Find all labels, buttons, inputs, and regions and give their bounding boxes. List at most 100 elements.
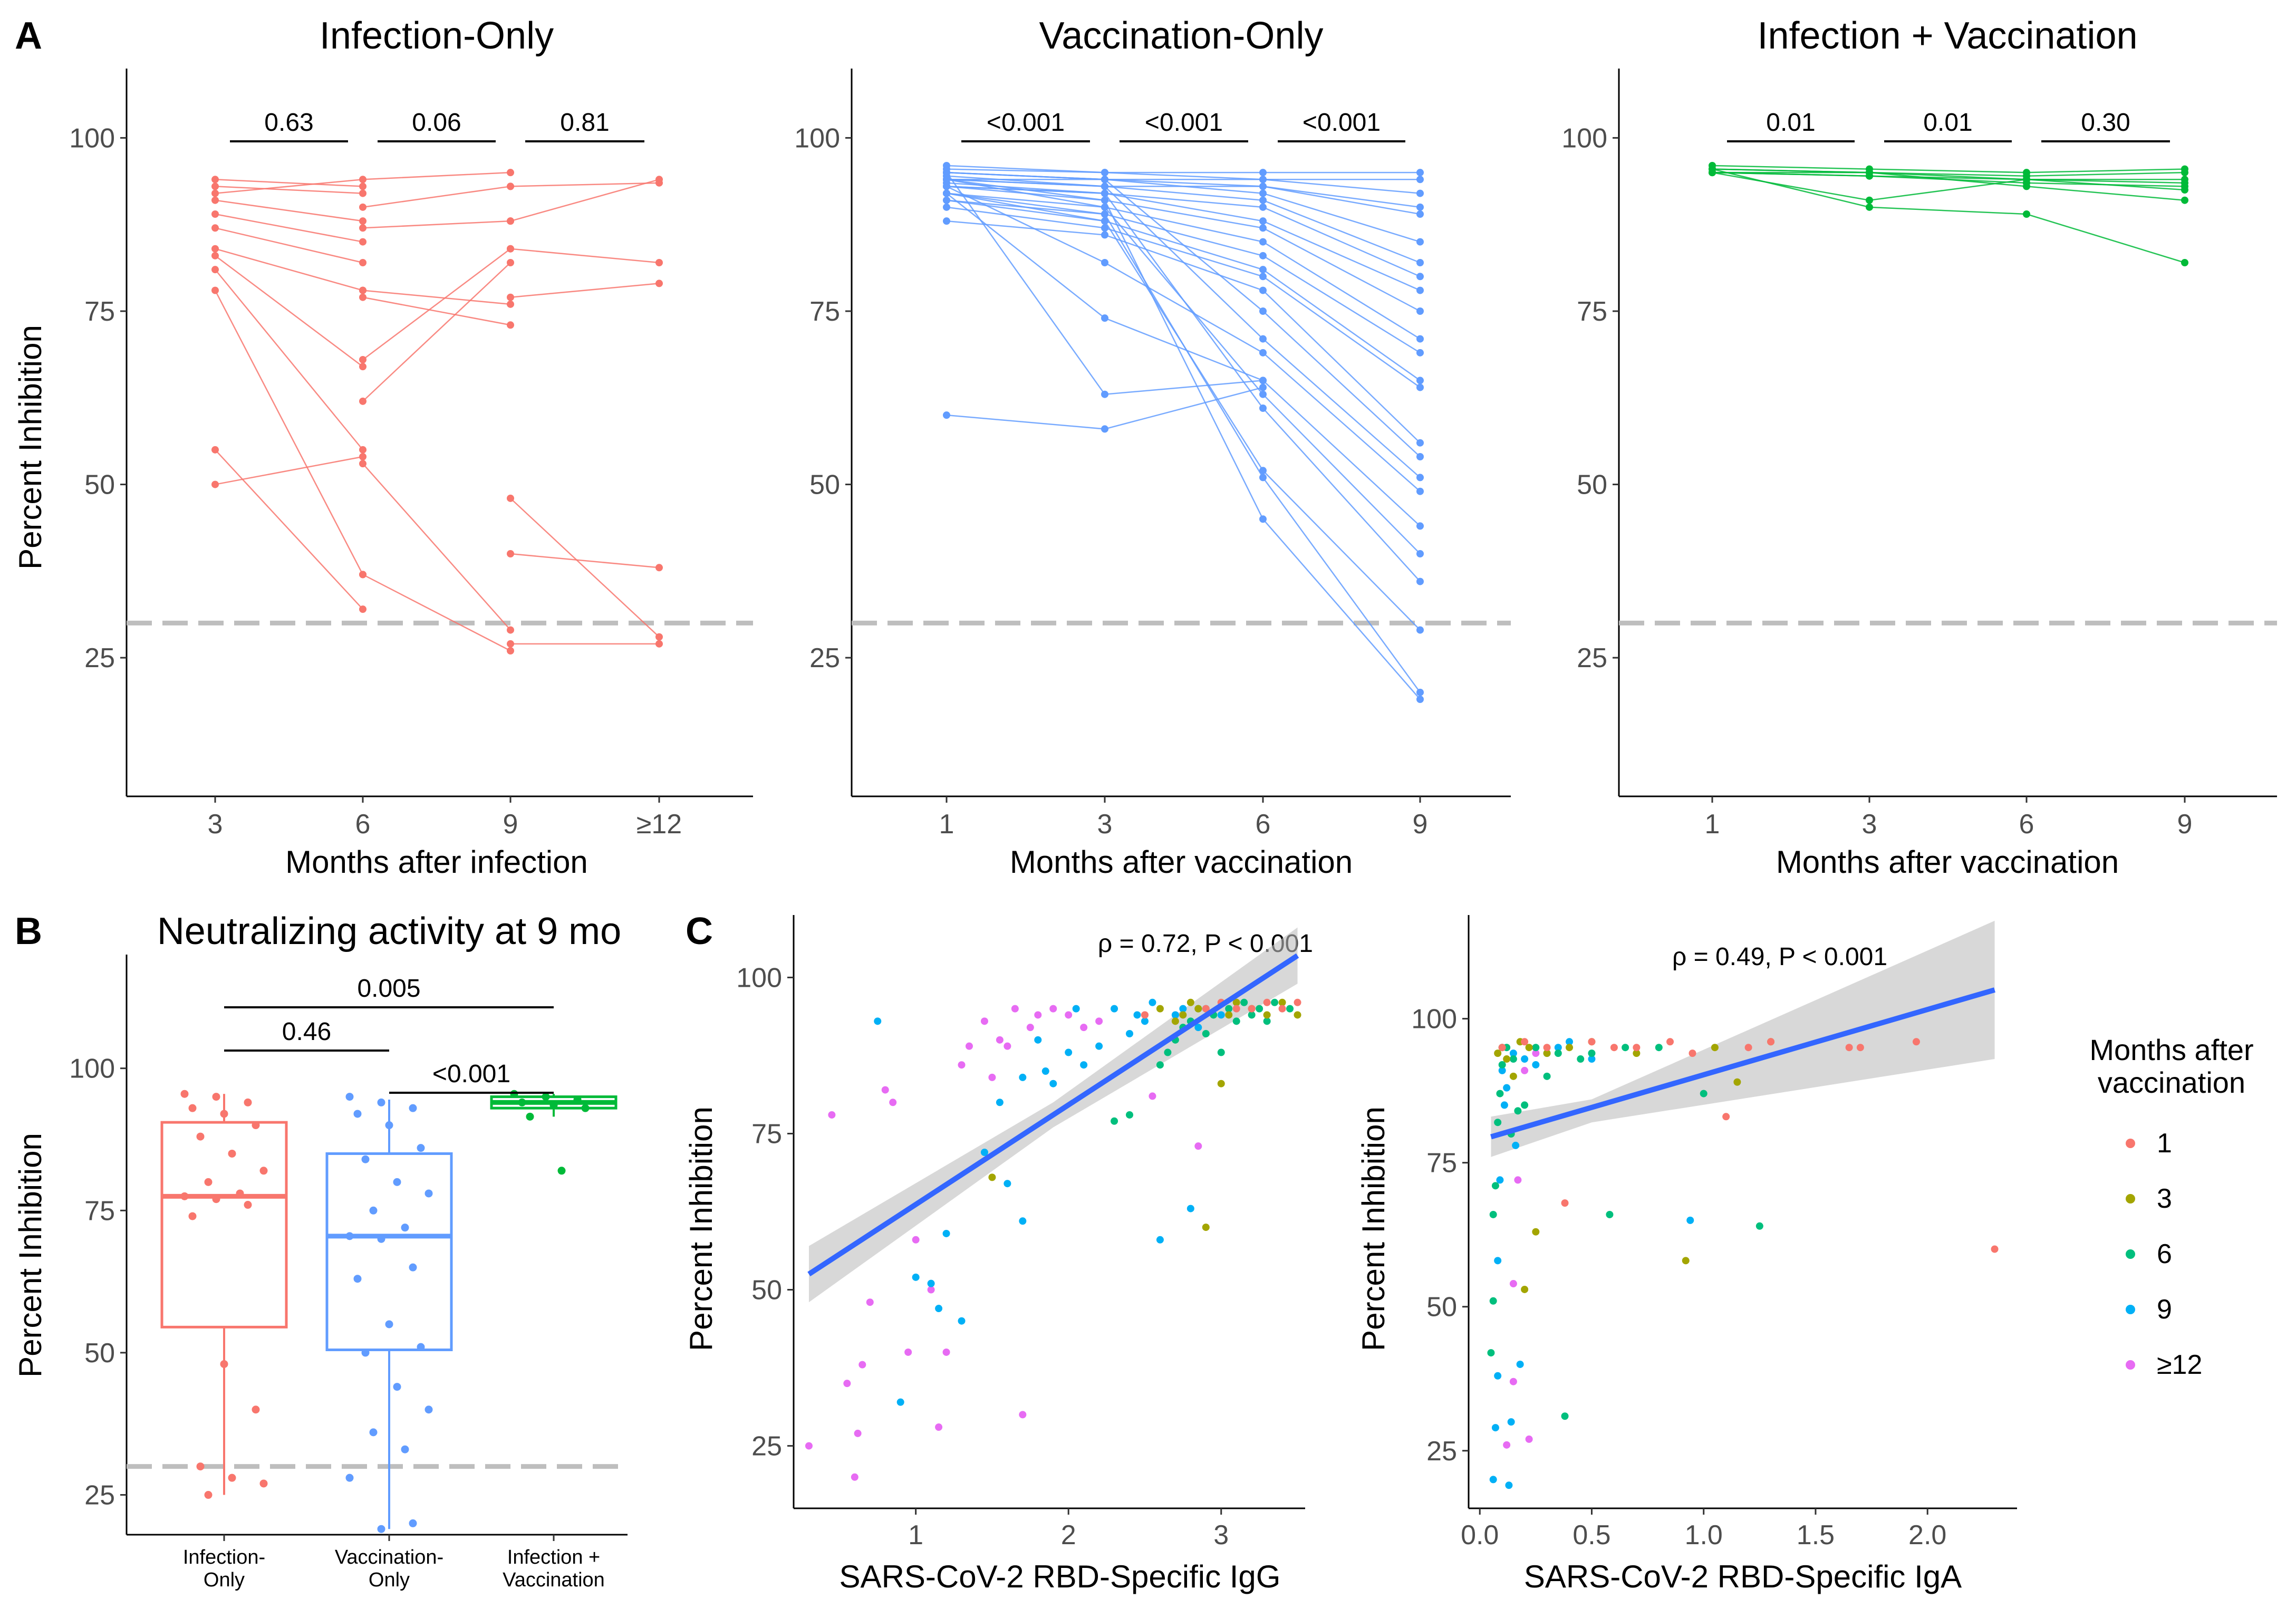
panel-a1-data-point xyxy=(359,293,366,301)
panel-a1-data-point xyxy=(507,647,514,654)
panel-c1-data-point xyxy=(1232,998,1240,1006)
panel-c2-data-point xyxy=(1554,1049,1562,1057)
panel-a3-x-tick-label: 6 xyxy=(2019,809,2034,840)
panel-a1-subject-line xyxy=(362,463,511,631)
panel-c1-data-point xyxy=(1019,1217,1027,1225)
panel-c1-data-point xyxy=(996,1036,1004,1044)
panel-b-data-point xyxy=(369,1428,378,1437)
panel-a2-data-point xyxy=(1416,176,1424,184)
panel-a1-data-point xyxy=(211,210,219,218)
panel-a1-subject-line xyxy=(510,497,660,638)
panel-b-x-tick-label: Infection + xyxy=(507,1546,600,1568)
panel-a2-data-point xyxy=(1101,224,1108,232)
panel-a-infection-plus-vaccination: Infection + Vaccination Months after vac… xyxy=(1561,15,2277,880)
panel-c1-data-point xyxy=(1286,1005,1294,1013)
panel-a1-xlabel: Months after infection xyxy=(285,844,588,880)
panel-c2-data-point xyxy=(1509,1072,1517,1080)
panel-a3-subject-line xyxy=(1712,165,2185,174)
legend-key-9 xyxy=(2126,1305,2135,1314)
panel-c1-data-point xyxy=(1156,1236,1164,1244)
panel-a2-data-point xyxy=(943,176,950,184)
panel-a2-y-tick-label: 25 xyxy=(809,643,840,673)
panel-b-box xyxy=(160,1121,288,1328)
legend-label-12: ≥12 xyxy=(2157,1350,2202,1380)
legend-key-1 xyxy=(2126,1139,2135,1148)
panel-a2-subject-line xyxy=(946,192,1421,353)
panel-a2-data-point xyxy=(1416,383,1424,391)
panel-c2-y-tick-label: 50 xyxy=(1426,1292,1457,1323)
panel-c1-data-point xyxy=(1240,998,1248,1006)
panel-c1-data-point xyxy=(1095,1042,1103,1050)
legend-label-3: 3 xyxy=(2157,1183,2172,1214)
panel-c1-data-point xyxy=(1065,1048,1073,1056)
panel-c1-data-point xyxy=(1225,1011,1233,1019)
panel-c2-data-point xyxy=(1491,1182,1499,1190)
panel-c2-data-point xyxy=(1509,1378,1517,1385)
panel-a2-data-point xyxy=(1416,169,1424,177)
panel-a2-data-point xyxy=(1416,286,1424,294)
panel-c2-data-point xyxy=(1507,1418,1515,1426)
panel-c2-data-point xyxy=(1521,1101,1529,1109)
panel-b-data-point xyxy=(377,1525,385,1533)
panel-b-data-point xyxy=(526,1112,534,1121)
panel-b-data-point xyxy=(259,1167,268,1175)
panel-a2-y-tick-label: 100 xyxy=(794,123,840,153)
panel-a3-data-point xyxy=(1866,169,1873,177)
panel-a1-data-point xyxy=(507,259,514,266)
panel-c1-x-tick-label: 3 xyxy=(1213,1520,1229,1551)
panel-c2-data-point xyxy=(1666,1038,1674,1046)
panel-c1-data-point xyxy=(1194,1005,1202,1013)
panel-c2-data-point xyxy=(1912,1038,1920,1046)
legend-title-line2: vaccination xyxy=(2098,1066,2245,1099)
panel-a2-subject-line xyxy=(946,175,1421,215)
panel-a1-data-point xyxy=(655,564,663,572)
panel-c1-data-point xyxy=(1111,1005,1118,1013)
panel-c-igg-scatter: SARS-CoV-2 RBD-Specific IgG Percent Inhi… xyxy=(683,915,1313,1594)
panel-c1-data-point xyxy=(1202,1030,1210,1037)
panel-c1-data-point xyxy=(935,1423,943,1431)
panel-c2-data-point xyxy=(1711,1044,1719,1052)
panel-a2-data-point xyxy=(1101,231,1108,239)
panel-b-data-point xyxy=(409,1519,417,1527)
panel-a1-data-point xyxy=(655,259,663,266)
panel-a1-data-point xyxy=(507,550,514,557)
panel-c1-ylabel: Percent Inhibition xyxy=(683,1106,719,1351)
panel-a1-data-point xyxy=(507,169,514,177)
panel-c1-x-tick-label: 1 xyxy=(908,1520,923,1551)
panel-c2-data-point xyxy=(1700,1090,1707,1097)
panel-a1-subject-line xyxy=(510,179,660,222)
panel-c1-data-point xyxy=(935,1305,943,1313)
panel-a3-y-tick-label: 25 xyxy=(1577,643,1607,673)
panel-letter-c: C xyxy=(686,910,713,952)
panel-a1-subject-line xyxy=(510,248,660,264)
panel-a2-data-point xyxy=(1416,238,1424,246)
panel-b-comparison-label: <0.001 xyxy=(432,1060,510,1088)
panel-c1-y-tick-label: 75 xyxy=(751,1119,782,1149)
panel-c1-data-point xyxy=(1263,1011,1271,1019)
panel-b-data-point xyxy=(259,1479,268,1488)
panel-a2-data-point xyxy=(1416,210,1424,218)
panel-c1-data-point xyxy=(1248,1005,1256,1013)
panel-c2-y-tick-label: 100 xyxy=(1411,1004,1457,1035)
panel-c2-data-point xyxy=(1487,1349,1495,1357)
panel-a2-xlabel: Months after vaccination xyxy=(1010,844,1353,880)
panel-a2-x-tick-label: 1 xyxy=(939,809,954,840)
panel-a2-data-point xyxy=(943,196,950,204)
panel-c1-data-point xyxy=(843,1380,851,1388)
panel-a2-data-point xyxy=(1259,286,1267,294)
panel-b-data-point xyxy=(212,1093,220,1101)
panel-c1-data-point xyxy=(980,1017,988,1025)
panel-c2-xlabel: SARS-CoV-2 RBD-Specific IgA xyxy=(1524,1559,1962,1594)
panel-a2-data-point xyxy=(1416,453,1424,460)
panel-b-data-point xyxy=(220,1360,228,1368)
panel-c1-data-point xyxy=(1294,998,1301,1006)
panel-c2-data-point xyxy=(1514,1176,1522,1184)
panel-letter-a: A xyxy=(15,15,42,57)
panel-b-data-point xyxy=(353,1110,362,1118)
panel-b-data-point xyxy=(345,1474,354,1482)
panel-c1-data-point xyxy=(1278,998,1286,1006)
panel-c1-data-point xyxy=(1080,1024,1088,1032)
panel-c1-data-point xyxy=(805,1442,813,1450)
panel-a1-subject-line xyxy=(215,456,363,485)
